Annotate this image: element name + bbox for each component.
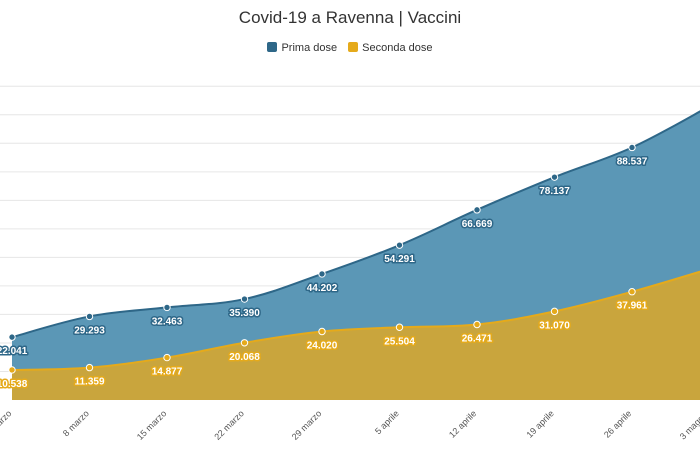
data-point-prima-dose-3 bbox=[240, 295, 249, 303]
legend-item-prima-dose[interactable]: Prima dose bbox=[267, 42, 337, 54]
x-tick-label-6: 12 aprile bbox=[447, 408, 478, 439]
data-point-prima-dose-7 bbox=[550, 173, 559, 181]
x-tick-label-7: 19 aprile bbox=[524, 408, 555, 439]
data-label-seconda-dose-7: 31.070 bbox=[539, 320, 570, 331]
data-point-seconda-dose-8 bbox=[628, 288, 636, 296]
data-label-seconda-dose-8: 37.961 bbox=[617, 301, 648, 312]
x-tick-label-1: 8 marzo bbox=[61, 408, 91, 438]
data-point-prima-dose-8 bbox=[628, 143, 636, 152]
data-point-prima-dose-2 bbox=[163, 303, 171, 312]
data-label-seconda-dose-0: 10.538 bbox=[0, 379, 28, 390]
data-label-prima-dose-6: 66.669 bbox=[462, 219, 493, 230]
data-point-seconda-dose-1 bbox=[85, 363, 94, 372]
data-point-seconda-dose-7 bbox=[550, 307, 559, 316]
data-point-prima-dose-0 bbox=[8, 333, 16, 341]
legend-swatch-prima-dose bbox=[267, 42, 278, 52]
chart-title: Covid-19 a Ravenna | Vaccini bbox=[238, 8, 462, 27]
area-fill-seconda-dose bbox=[12, 271, 700, 400]
data-point-seconda-dose-3 bbox=[240, 339, 249, 347]
x-tick-label-0: 1 marzo bbox=[0, 408, 13, 438]
legend-swatch-seconda-dose bbox=[348, 42, 359, 52]
data-point-prima-dose-1 bbox=[85, 312, 94, 321]
data-point-seconda-dose-4 bbox=[318, 327, 326, 336]
x-tick-label-5: 5 aprile bbox=[373, 408, 401, 436]
legend: Prima dose Seconda dose bbox=[0, 42, 700, 54]
data-label-seconda-dose-3: 20.068 bbox=[229, 352, 260, 363]
data-label-seconda-dose-1: 11.359 bbox=[74, 377, 104, 388]
data-label-seconda-dose-4: 24.020 bbox=[307, 340, 338, 351]
data-label-prima-dose-1: 29.293 bbox=[74, 325, 105, 336]
data-label-seconda-dose-6: 26.471 bbox=[462, 334, 493, 345]
x-tick-label-2: 15 marzo bbox=[135, 408, 169, 442]
data-point-prima-dose-6 bbox=[473, 206, 481, 214]
x-tick-label-4: 29 marzo bbox=[290, 408, 324, 442]
data-point-seconda-dose-0 bbox=[8, 366, 16, 374]
legend-label-seconda-dose: Seconda dose bbox=[362, 42, 433, 54]
data-point-seconda-dose-5 bbox=[395, 323, 404, 331]
data-label-prima-dose-2: 32.463 bbox=[152, 316, 183, 327]
data-point-seconda-dose-6 bbox=[473, 320, 481, 329]
data-point-prima-dose-4 bbox=[318, 270, 326, 278]
x-tick-label-8: 26 aprile bbox=[602, 408, 633, 439]
x-tick-label-3: 22 marzo bbox=[212, 408, 246, 442]
x-tick-label-9: 3 maggio bbox=[678, 408, 700, 441]
data-label-seconda-dose-2: 14.877 bbox=[152, 367, 183, 378]
data-label-prima-dose-4: 44.202 bbox=[307, 283, 338, 294]
data-label-seconda-dose-5: 25.504 bbox=[384, 336, 415, 347]
legend-label-prima-dose: Prima dose bbox=[281, 42, 338, 54]
data-point-seconda-dose-2 bbox=[163, 353, 171, 362]
data-point-prima-dose-5 bbox=[395, 241, 404, 249]
data-label-prima-dose-7: 78.137 bbox=[539, 186, 570, 197]
series-line-prima-dose bbox=[11, 110, 700, 339]
data-label-prima-dose-5: 54.291 bbox=[384, 254, 415, 265]
data-label-prima-dose-3: 35.390 bbox=[229, 308, 260, 319]
series-line-seconda-dose bbox=[11, 270, 700, 371]
legend-item-seconda-dose[interactable]: Seconda dose bbox=[348, 42, 433, 54]
data-label-prima-dose-0: 22.041 bbox=[0, 346, 28, 357]
data-label-prima-dose-8: 88.537 bbox=[617, 156, 648, 167]
